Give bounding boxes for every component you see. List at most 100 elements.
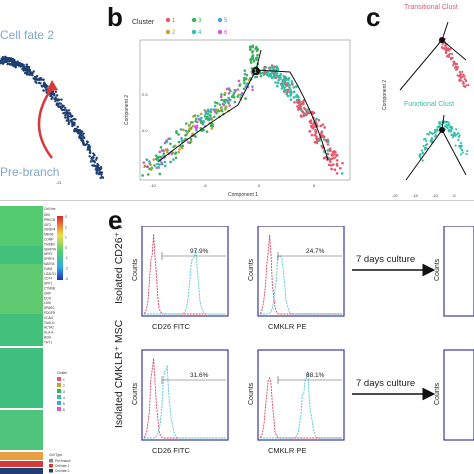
cell-point	[71, 114, 74, 118]
cell-point	[453, 60, 456, 64]
cell-point	[53, 97, 56, 101]
cell-point	[321, 123, 325, 126]
cell-point	[188, 127, 191, 131]
cell-point	[204, 110, 208, 113]
panel-letter-c: c	[366, 2, 381, 32]
x-axis-label: Component 1	[228, 192, 258, 198]
cell-point	[247, 78, 251, 82]
cell-point	[88, 151, 92, 155]
cell-point	[303, 106, 306, 110]
cell-point	[263, 65, 266, 69]
cell-point	[438, 125, 441, 128]
cell-fate-2-label: Cell fate 2	[0, 28, 54, 42]
cluster-legend-label: 5	[224, 18, 228, 24]
cell-point	[94, 158, 98, 161]
cell-point	[163, 164, 167, 168]
histogram-frame-cropped	[443, 226, 474, 317]
cell-point	[272, 72, 276, 75]
cell-point	[450, 127, 454, 130]
y-tick: -2.5	[142, 164, 150, 169]
cell-point	[289, 98, 293, 101]
gate-percentage: 88.1%	[306, 372, 325, 379]
cell-point	[88, 149, 92, 152]
cell-point	[335, 172, 339, 175]
cell-point	[446, 49, 449, 52]
heatmap-annotation-celltype	[0, 468, 43, 474]
cell-point	[181, 128, 185, 132]
cell-point	[453, 131, 456, 134]
cell-point	[243, 78, 247, 81]
cell-point	[206, 112, 210, 115]
cell-point	[93, 164, 96, 167]
cell-point	[14, 66, 17, 69]
cell-point	[79, 133, 82, 136]
cell-point	[1, 62, 5, 65]
svg-text:-10: -10	[432, 193, 439, 198]
cluster-legend-swatch	[191, 17, 197, 23]
cluster-label: 2	[63, 384, 65, 388]
cell-point	[60, 98, 63, 101]
cell-point	[68, 111, 71, 115]
cell-point	[27, 65, 31, 69]
cell-point	[274, 81, 277, 84]
gene-label: SPP1	[44, 282, 52, 286]
cell-point	[227, 92, 231, 95]
cell-point	[65, 119, 68, 122]
cell-point	[315, 135, 318, 138]
cell-point	[448, 123, 451, 126]
cell-point	[331, 150, 335, 154]
cell-point	[35, 74, 39, 78]
y-axis-label: Component 2	[124, 95, 130, 125]
cell-point	[310, 133, 314, 137]
panel-letter-b: b	[107, 2, 123, 32]
panel-letter-e: e	[108, 205, 123, 235]
cell-point	[319, 133, 323, 136]
cell-point	[453, 66, 457, 69]
cell-point	[145, 158, 149, 161]
cell-point	[269, 66, 272, 70]
cell-point	[444, 45, 447, 48]
cell-point	[329, 160, 332, 163]
counts-label: Counts	[132, 258, 139, 281]
heatmap-cluster-legend: 1 2 3 4 5 6	[57, 377, 65, 412]
cell-point	[458, 79, 461, 82]
cluster-legend-swatch	[165, 17, 171, 23]
cell-point	[32, 70, 35, 73]
cell-point	[225, 105, 228, 108]
cell-point	[465, 84, 468, 87]
cell-point	[98, 168, 102, 171]
svg-text:-20: -20	[392, 193, 399, 198]
cell-point	[66, 116, 69, 120]
cell-point	[89, 160, 93, 163]
cluster-legend-title-hm: Cluster	[57, 371, 68, 375]
scale-tick: -3	[65, 277, 68, 281]
svg-text:-15: -15	[412, 193, 419, 198]
gene-label: MIR04	[44, 233, 54, 237]
cell-point	[223, 91, 227, 95]
cell-point	[317, 118, 321, 122]
cell-point	[79, 137, 82, 140]
cell-point	[438, 121, 441, 124]
cell-point	[3, 61, 6, 64]
gene-label: PRKCB	[44, 218, 55, 222]
panel-a-trajectory-points	[0, 55, 104, 180]
cell-point	[331, 157, 334, 160]
cell-point	[450, 130, 453, 133]
cell-point	[455, 128, 458, 131]
cell-point	[209, 108, 213, 111]
cell-point	[283, 88, 286, 92]
cell-point	[172, 145, 175, 149]
cell-point	[199, 112, 203, 116]
cell-point	[33, 75, 37, 79]
cell-point	[141, 174, 144, 177]
cluster-swatch	[57, 389, 61, 393]
cell-point	[299, 114, 303, 117]
cell-point	[78, 129, 82, 132]
gene-label: TAGLN	[44, 321, 55, 325]
cell-point	[248, 48, 252, 51]
cell-point	[221, 102, 225, 106]
cell-point	[273, 65, 277, 69]
cell-point	[219, 95, 223, 99]
cell-point	[424, 137, 427, 140]
